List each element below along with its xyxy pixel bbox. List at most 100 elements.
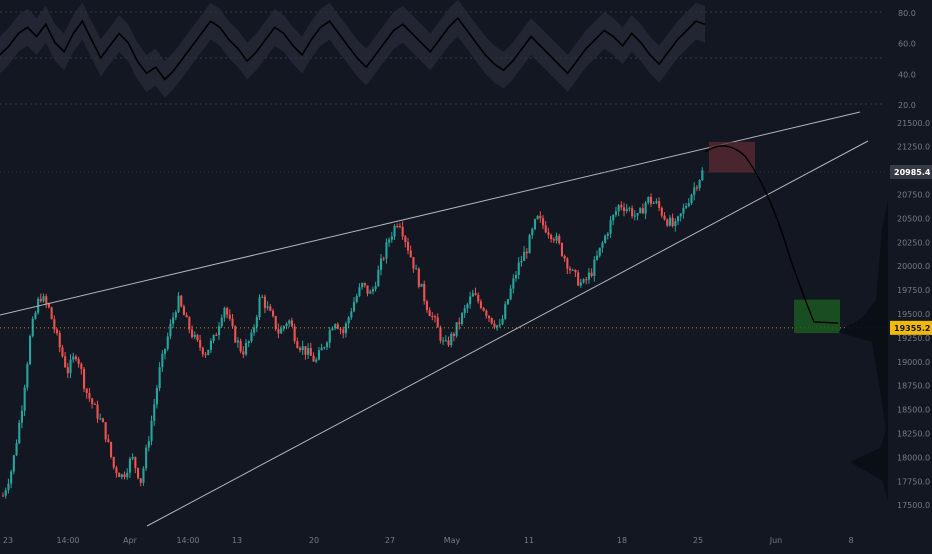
candle-body (164, 348, 167, 354)
candle-body (199, 340, 202, 348)
candle-body (369, 291, 372, 294)
candle-body (401, 226, 404, 237)
candle-body (590, 272, 593, 277)
candle-body (336, 324, 339, 329)
candle-body (288, 320, 291, 324)
candle-body (671, 217, 674, 227)
candle-body (374, 286, 377, 290)
candle-body (272, 310, 275, 317)
candle-body (660, 207, 663, 216)
marked-price-tag (890, 320, 932, 335)
candle-body (296, 341, 299, 349)
candle-body (380, 258, 383, 270)
candle-body (353, 302, 356, 312)
candle-body (236, 340, 239, 343)
candle-body (382, 258, 385, 260)
candle-body (485, 310, 488, 316)
candle-body (428, 310, 431, 317)
candle-body (77, 359, 80, 364)
candle-body (223, 307, 226, 318)
candle-body (101, 418, 104, 423)
candle-body (64, 356, 67, 368)
candle-body (695, 187, 698, 189)
x-tick-label: 14:00 (56, 536, 79, 545)
candle-body (312, 355, 315, 362)
candle-body (668, 217, 671, 226)
candle-body (320, 347, 323, 351)
candle-body (185, 315, 188, 318)
candle-body (585, 279, 588, 281)
candle-body (633, 215, 636, 217)
candle-body (639, 208, 642, 214)
candle-body (334, 324, 337, 329)
x-tick-label: 11 (524, 536, 534, 545)
candle-body (266, 306, 269, 308)
current-price-tag (890, 164, 932, 179)
marked-price-label: 19355.2 (894, 324, 930, 333)
candle-body (512, 278, 515, 289)
candle-body (658, 201, 661, 208)
candle-body (290, 320, 293, 327)
candle-body (569, 268, 572, 271)
candle-body (558, 235, 561, 244)
candle-body (407, 241, 410, 251)
candle-body (677, 216, 680, 222)
candle-body (323, 347, 326, 349)
candle-body (142, 468, 145, 483)
candle-body (66, 367, 69, 374)
candle-body (137, 468, 140, 479)
candle-body (26, 364, 29, 388)
candle-body (377, 269, 380, 287)
candle-body (482, 307, 485, 311)
candle-body (91, 398, 94, 404)
candle-body (650, 196, 653, 204)
oscillator-tick-label: 80.0 (898, 9, 916, 18)
candle-body (528, 235, 531, 254)
x-tick-label: May (444, 536, 461, 545)
candle-body (250, 332, 253, 342)
candle-body (698, 180, 701, 189)
candle-body (687, 203, 690, 206)
candle-body (593, 259, 596, 277)
candle-body (434, 316, 437, 318)
price-tick-label: 21500.0 (897, 119, 930, 128)
candle-body (390, 236, 393, 240)
candle-body (415, 268, 418, 270)
candle-body (166, 336, 169, 349)
candle-body (328, 330, 331, 343)
candle-body (496, 325, 499, 328)
candle-body (517, 262, 520, 275)
candle-body (652, 202, 655, 204)
candle-body (431, 316, 434, 318)
price-tick-label: 18750.0 (897, 382, 930, 391)
candle-body (145, 447, 148, 469)
candle-body (34, 312, 37, 319)
candle-body (339, 328, 342, 330)
price-tick-label: 20250.0 (897, 238, 930, 247)
candle-body (15, 443, 18, 456)
green-target-zone (794, 299, 840, 334)
candle-body (647, 196, 650, 203)
candle-body (363, 282, 366, 286)
candle-body (261, 296, 264, 298)
candle-body (520, 260, 523, 263)
candle-body (539, 215, 542, 219)
candle-body (417, 268, 420, 287)
candle-body (574, 269, 577, 273)
candle-body (674, 221, 677, 227)
candle-body (193, 334, 196, 337)
candle-body (153, 404, 156, 421)
candle-body (663, 215, 666, 220)
candle-body (315, 359, 318, 362)
candle-body (444, 340, 447, 342)
projection-path (704, 145, 839, 324)
price-tick-label: 21250.0 (897, 143, 930, 152)
candle-body (685, 205, 688, 208)
candle-body (620, 205, 623, 208)
candle-body (207, 349, 210, 355)
x-tick-label: 14:00 (176, 536, 199, 545)
candle-body (118, 473, 121, 478)
candle-body (604, 235, 607, 243)
